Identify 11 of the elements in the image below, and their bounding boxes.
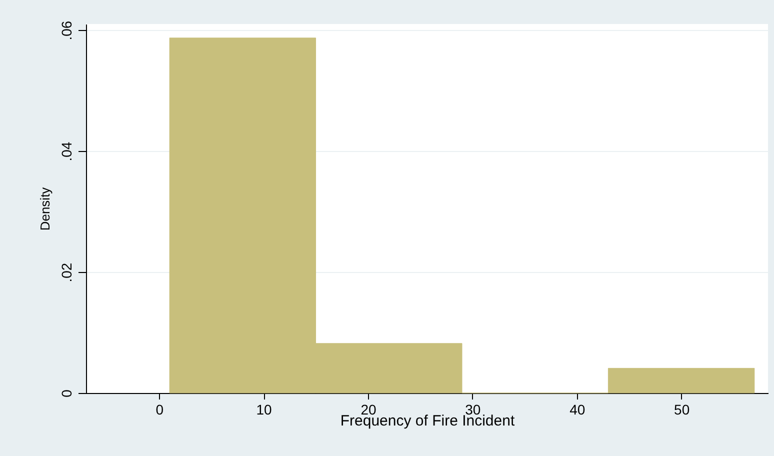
y-tick-label: .04 (58, 142, 74, 162)
x-tick-label: 50 (674, 402, 690, 418)
x-tick-label: 0 (156, 402, 164, 418)
x-tick-label: 30 (465, 402, 481, 418)
y-axis-title: Density (38, 186, 52, 231)
x-tick-label: 10 (256, 402, 272, 418)
y-tick-label: .06 (58, 20, 74, 40)
x-tick-label: 40 (570, 402, 586, 418)
y-tick-label: 0 (58, 389, 74, 398)
y-tick-label: .02 (58, 262, 74, 282)
x-tick-label: 20 (360, 402, 376, 418)
